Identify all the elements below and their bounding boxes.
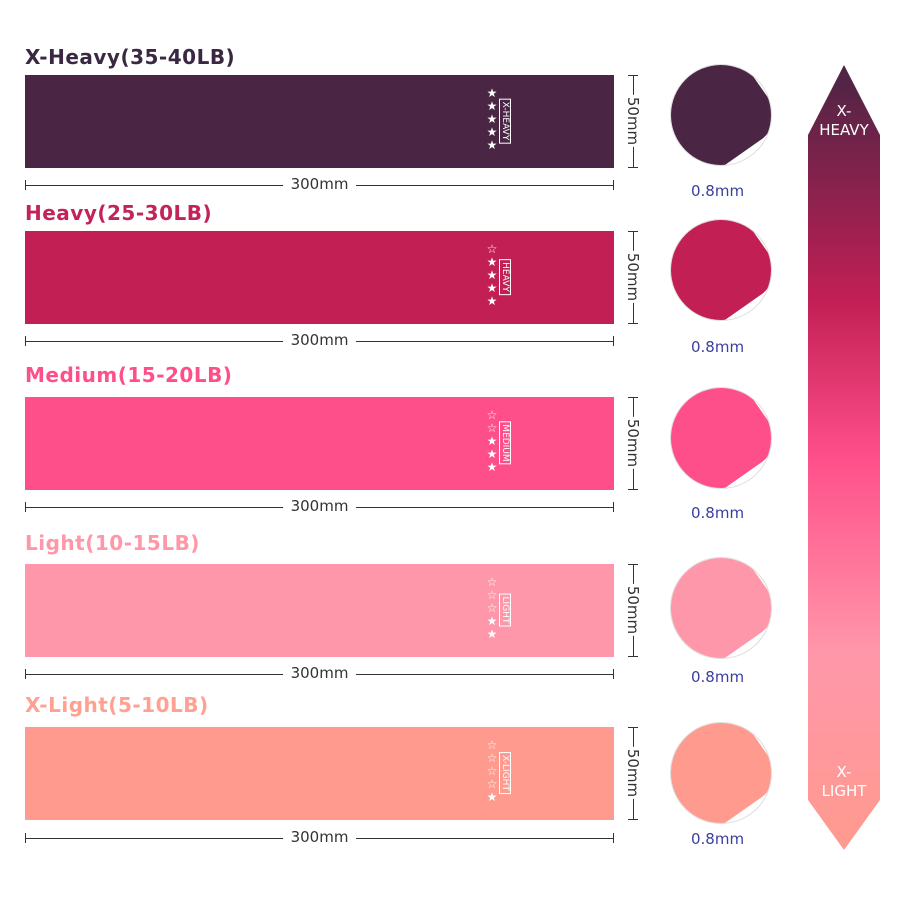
star-rating: ☆ ☆ ☆ ★ ★ xyxy=(485,576,499,641)
empty-star-icon: ☆ xyxy=(486,408,498,422)
band-thickness-detail xyxy=(670,387,772,489)
scale-top-label: X- HEAVY xyxy=(819,102,869,139)
width-dimension: 300mm xyxy=(25,497,614,515)
width-dimension: 300mm xyxy=(25,828,614,846)
star-icon: ★ xyxy=(486,125,498,139)
thickness-label: 0.8mm xyxy=(691,182,745,200)
band-swatch: ☆ ☆ ★ ★ ★ MEDIUM xyxy=(25,397,614,490)
height-dimension: 50mm xyxy=(624,231,642,324)
empty-star-icon: ☆ xyxy=(486,738,498,752)
empty-star-icon: ☆ xyxy=(486,764,498,778)
star-icon: ★ xyxy=(486,434,498,448)
width-dimension: 300mm xyxy=(25,331,614,349)
star-rating: ☆ ☆ ☆ ☆ ★ xyxy=(485,739,499,804)
thickness-label: 0.8mm xyxy=(691,668,745,686)
star-icon: ★ xyxy=(486,614,498,628)
band-tag: HEAVY xyxy=(499,259,511,295)
empty-star-icon: ☆ xyxy=(486,751,498,765)
star-rating: ★ ★ ★ ★ ★ xyxy=(485,87,499,152)
band-tag: MEDIUM xyxy=(499,421,511,465)
band-title: X-Heavy(35-40LB) xyxy=(25,45,236,69)
empty-star-icon: ☆ xyxy=(486,575,498,589)
star-icon: ★ xyxy=(486,112,498,126)
band-swatch: ☆ ☆ ☆ ☆ ★ X-LIGHT xyxy=(25,727,614,820)
band-tag: X-HEAVY xyxy=(499,98,511,144)
height-dimension: 50mm xyxy=(624,727,642,820)
band-swatch: ☆ ☆ ☆ ★ ★ LIGHT xyxy=(25,564,614,657)
empty-star-icon: ☆ xyxy=(486,601,498,615)
star-icon: ★ xyxy=(486,138,498,152)
band-title: Heavy(25-30LB) xyxy=(25,201,213,225)
band-tag: LIGHT xyxy=(499,593,511,627)
star-icon: ★ xyxy=(486,294,498,308)
star-icon: ★ xyxy=(486,790,498,804)
thickness-label: 0.8mm xyxy=(691,338,745,356)
empty-star-icon: ☆ xyxy=(486,242,498,256)
band-thickness-detail xyxy=(670,557,772,659)
empty-star-icon: ☆ xyxy=(486,421,498,435)
height-dimension: 50mm xyxy=(624,75,642,168)
width-dimension: 300mm xyxy=(25,175,614,193)
band-thickness-detail xyxy=(670,219,772,321)
band-title: Light(10-15LB) xyxy=(25,531,200,555)
star-rating: ☆ ★ ★ ★ ★ xyxy=(485,243,499,308)
star-icon: ★ xyxy=(486,627,498,641)
thickness-label: 0.8mm xyxy=(691,504,745,522)
star-icon: ★ xyxy=(486,86,498,100)
band-title: X-Light(5-10LB) xyxy=(25,693,209,717)
resistance-scale-arrow xyxy=(808,65,880,850)
star-icon: ★ xyxy=(486,99,498,113)
star-icon: ★ xyxy=(486,460,498,474)
band-thickness-detail xyxy=(670,64,772,166)
star-rating: ☆ ☆ ★ ★ ★ xyxy=(485,409,499,474)
width-dimension: 300mm xyxy=(25,664,614,682)
band-tag: X-LIGHT xyxy=(499,752,511,794)
empty-star-icon: ☆ xyxy=(486,588,498,602)
band-thickness-detail xyxy=(670,722,772,824)
band-swatch: ☆ ★ ★ ★ ★ HEAVY xyxy=(25,231,614,324)
empty-star-icon: ☆ xyxy=(486,777,498,791)
band-title: Medium(15-20LB) xyxy=(25,363,233,387)
star-icon: ★ xyxy=(486,255,498,269)
height-dimension: 50mm xyxy=(624,564,642,657)
band-swatch: ★ ★ ★ ★ ★ X-HEAVY xyxy=(25,75,614,168)
thickness-label: 0.8mm xyxy=(691,830,745,848)
star-icon: ★ xyxy=(486,281,498,295)
star-icon: ★ xyxy=(486,268,498,282)
scale-bottom-label: X- LIGHT xyxy=(821,763,867,800)
height-dimension: 50mm xyxy=(624,397,642,490)
star-icon: ★ xyxy=(486,447,498,461)
